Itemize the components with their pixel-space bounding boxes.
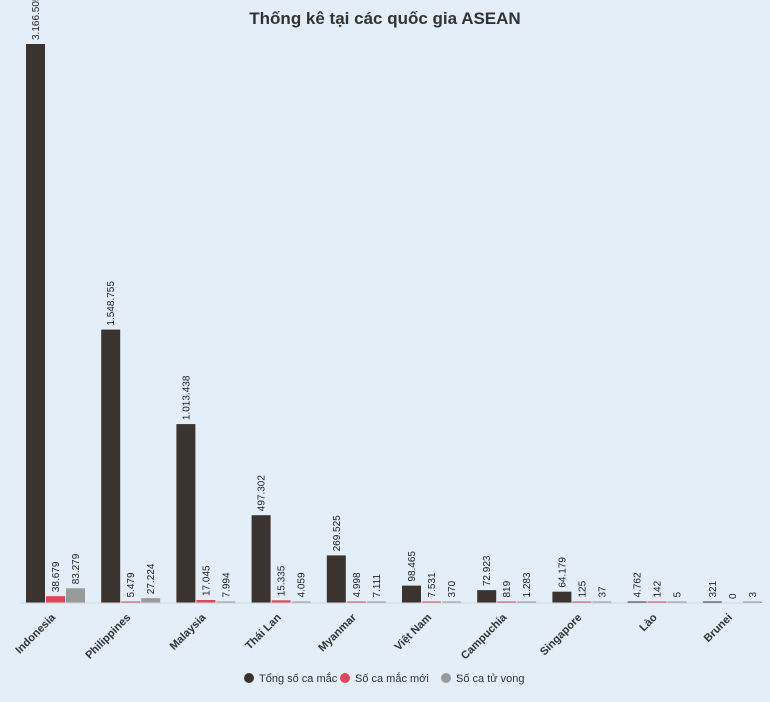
category-label: Lào [637,611,660,634]
data-label: 7.531 [427,572,438,597]
data-label: 497.302 [257,475,268,512]
data-label: 98.465 [407,551,418,582]
data-label: 4.998 [352,572,363,597]
bar-philippines-series-2[interactable] [121,601,141,604]
bar-myanmar-series-2[interactable] [346,601,366,604]
data-label: 37 [597,586,608,598]
data-label: 7.111 [372,574,383,598]
data-label: 370 [447,580,458,597]
legend-item[interactable]: Tổng số ca mắc [244,672,338,685]
data-label: 5.479 [126,572,137,597]
bar-philippines-series-1[interactable] [101,329,121,603]
category-label: Thái Lan [243,611,284,652]
category-label: Indonesia [13,611,58,656]
data-label: 27.224 [146,563,157,594]
data-label: 1.283 [522,572,533,597]
legend-item[interactable]: Số ca tử vong [441,673,525,685]
bar-singapore-series-1[interactable] [552,591,572,603]
legend-item[interactable]: Số ca mắc mới [340,672,429,685]
legend-marker-icon [244,673,254,683]
category-label: Philippines [83,612,133,662]
legend-label: Số ca tử vong [456,673,525,685]
data-label: 15.335 [277,565,288,596]
bar-thái-lan-series-1[interactable] [251,515,271,603]
data-label: 38.679 [51,561,62,592]
bar-malaysia-series-1[interactable] [176,424,196,603]
bar-indonesia-series-1[interactable] [26,44,45,603]
data-label: 3 [748,592,759,598]
bars-layer [26,44,762,603]
category-labels-layer: Indonesia Philippines Malaysia Thái Lan Myan… [13,611,735,662]
data-label: 5 [673,592,684,598]
bar-việt-nam-series-1[interactable] [402,585,421,603]
data-label: 83.279 [71,553,82,584]
bar-myanmar-series-1[interactable] [326,555,346,603]
data-label: 17.045 [201,565,212,596]
bar-indonesia-series-2[interactable] [46,596,65,603]
bar-việt-nam-series-2[interactable] [422,601,441,604]
data-label: 0 [728,593,739,599]
bar-malaysia-series-3[interactable] [216,601,236,604]
bar-campuchia-series-1[interactable] [477,590,497,603]
bar-singapore-series-3[interactable] [592,601,612,604]
data-label: 269.525 [332,515,343,552]
category-label: Singapore [538,612,585,659]
data-label: 3.166.505 [31,0,42,40]
bar-thái-lan-series-2[interactable] [271,600,291,603]
bar-philippines-series-3[interactable] [141,598,161,603]
bar-campuchia-series-3[interactable] [517,601,537,604]
legend[interactable]: Tổng số ca mắc Số ca mắc mới Số ca tử vong [244,672,525,685]
bar-malaysia-series-2[interactable] [196,599,216,603]
bar-brunei-series-1[interactable] [702,601,722,604]
data-label: 142 [653,580,664,597]
legend-marker-icon [340,673,350,683]
data-label: 72.923 [482,555,493,586]
data-label: 1.548.755 [106,281,117,326]
bar-lào-series-2[interactable] [647,601,667,604]
bar-lào-series-3[interactable] [667,601,687,604]
data-label: 1.013.438 [181,375,192,420]
bar-việt-nam-series-3[interactable] [442,601,461,604]
bar-lào-series-1[interactable] [627,601,647,604]
data-label: 125 [577,580,588,597]
category-label: Campuchia [459,611,510,662]
legend-label: Tổng số ca mắc [259,672,338,685]
bar-brunei-series-3[interactable] [742,601,762,604]
data-label: 321 [708,580,719,597]
bar-myanmar-series-3[interactable] [366,601,386,604]
category-label: Myanmar [316,611,359,654]
category-label: Malaysia [168,611,210,653]
bar-indonesia-series-3[interactable] [66,588,85,603]
legend-marker-icon [441,673,451,683]
category-label: Việt Nam [392,611,434,653]
legend-label: Số ca mắc mới [355,672,429,685]
labels-layer: 3.166.505 38.679 83.279 1.548.755 5.479 27.22… [31,0,759,599]
data-label: 4.059 [297,572,308,597]
bar-campuchia-series-2[interactable] [497,601,517,604]
chart-title: Thống kê tại các quốc gia ASEAN [249,9,520,28]
data-label: 7.994 [221,572,232,597]
bar-thái-lan-series-3[interactable] [291,601,311,604]
data-label: 64.179 [557,557,568,588]
data-label: 819 [502,580,513,597]
data-label: 4.762 [633,572,644,597]
category-label: Brunei [702,612,735,645]
bar-singapore-series-2[interactable] [572,601,592,604]
